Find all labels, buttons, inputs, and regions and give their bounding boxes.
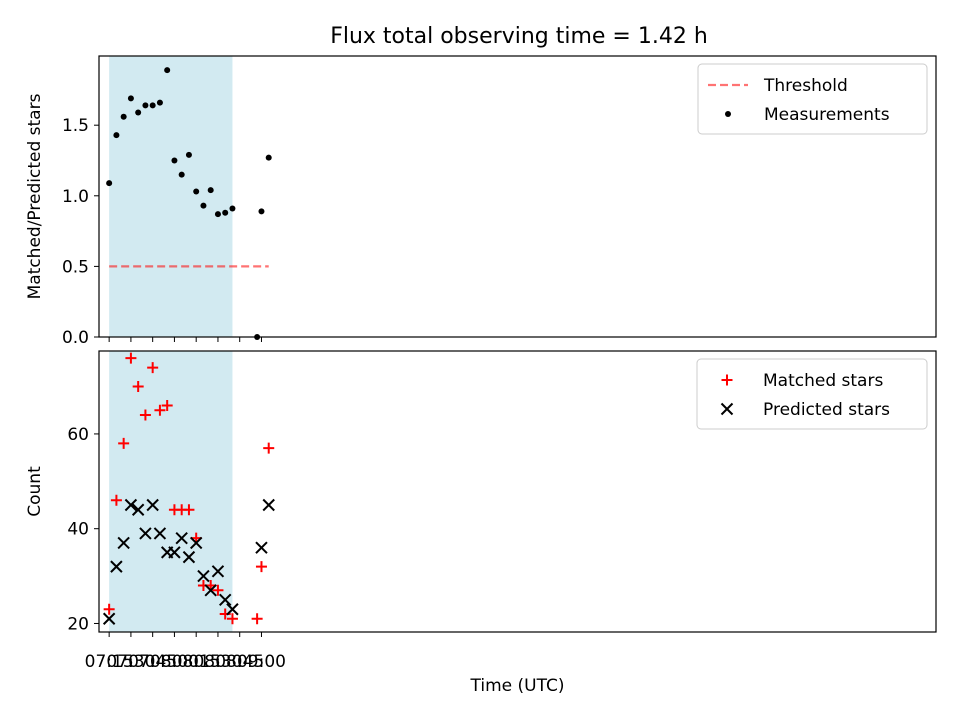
matched-star-point xyxy=(183,504,195,516)
predicted-star-point xyxy=(211,565,225,578)
predicted-star-point xyxy=(182,550,196,564)
legend-label: Matched stars xyxy=(763,371,883,391)
y-tick-label: 0.5 xyxy=(62,257,89,277)
legend-box xyxy=(696,358,928,430)
measurement-point xyxy=(142,102,149,109)
predicted-star-point xyxy=(124,498,138,512)
axes-frame xyxy=(98,55,937,338)
measurement-point xyxy=(265,154,272,161)
matched-star-point xyxy=(132,381,144,393)
matched-star-point xyxy=(103,603,115,615)
observing-span-shade xyxy=(109,56,233,337)
measurement-point xyxy=(171,157,178,164)
matched-star-point xyxy=(226,613,238,625)
measurement-point xyxy=(193,188,200,195)
measurement-point xyxy=(106,180,113,187)
measurement-point xyxy=(156,99,163,106)
matched-star-point xyxy=(161,399,173,411)
measurement-point xyxy=(258,208,265,215)
legend-box xyxy=(697,63,928,135)
y-tick-label: 20 xyxy=(67,614,89,634)
measurement-point xyxy=(135,109,142,116)
predicted-star-point xyxy=(102,612,116,625)
matched-star-point xyxy=(118,437,130,449)
y-axis-label: Matched/Predicted stars xyxy=(25,93,45,299)
top-panel: 0.0 0.5 1.0 1.5 Matched/Predicted stars Thres… xyxy=(25,55,937,348)
x-tick-label: 08:15 xyxy=(172,652,221,672)
measurement-point xyxy=(214,211,221,218)
measurement-point xyxy=(120,113,127,120)
x-tick-label: 07:45 xyxy=(128,652,177,672)
x-tick-label: 07:15 xyxy=(85,652,134,672)
matched-star-point xyxy=(212,584,224,596)
matched-star-point xyxy=(251,613,263,625)
y-tick-label: 40 xyxy=(67,520,89,540)
legend-label: Measurements xyxy=(764,105,890,125)
bottom-panel: 20 40 60 Count 07:1507:3007:4508:0008:1508:3… xyxy=(25,350,937,696)
legend-measurement-swatch xyxy=(725,111,731,117)
matched-star-point xyxy=(263,442,275,454)
y-tick-label: 1.5 xyxy=(62,116,89,136)
legend-label: Threshold xyxy=(763,76,848,96)
measurement-point xyxy=(229,205,236,212)
predicted-star-point xyxy=(255,541,268,554)
measurement-point xyxy=(113,132,120,139)
measurement-point xyxy=(207,187,214,194)
predicted-star-point xyxy=(226,603,239,616)
measurement-point xyxy=(127,95,134,102)
measurement-point xyxy=(222,209,229,216)
chart-title: Flux total observing time = 1.42 h xyxy=(330,24,708,49)
matched-star-point xyxy=(147,362,159,374)
matched-star-point xyxy=(255,561,267,573)
y-tick-label: 60 xyxy=(67,425,89,445)
measurement-point xyxy=(200,202,207,209)
measurement-point xyxy=(178,171,185,178)
x-tick-label: 09:00 xyxy=(237,652,286,672)
x-tick-label: 08:00 xyxy=(150,652,199,672)
y-tick-label: 1.0 xyxy=(62,187,89,207)
predicted-star-point xyxy=(262,498,275,512)
legend-predicted-swatch xyxy=(720,402,734,416)
predicted-star-point xyxy=(189,536,203,550)
matched-star-point xyxy=(110,494,122,506)
predicted-star-point xyxy=(204,584,217,597)
x-tick-label: 08:30 xyxy=(193,652,242,672)
legend-matched-swatch xyxy=(721,374,733,386)
y-axis-label: Count xyxy=(25,466,45,517)
x-tick-label: 08:45 xyxy=(215,652,264,672)
axes-frame xyxy=(98,350,937,633)
measurement-point xyxy=(149,102,156,109)
legend-label: Predicted stars xyxy=(763,400,890,420)
y-tick-label: 0.0 xyxy=(62,328,89,348)
measurement-point xyxy=(164,67,171,74)
predicted-star-point xyxy=(175,531,188,545)
matched-star-point xyxy=(139,409,151,421)
predicted-star-point xyxy=(218,593,232,606)
predicted-star-point xyxy=(110,560,123,573)
predicted-star-point xyxy=(117,536,130,550)
predicted-star-point xyxy=(146,498,159,512)
predicted-star-point xyxy=(168,546,181,559)
x-axis-label: Time (UTC) xyxy=(470,676,565,696)
matched-star-point xyxy=(154,404,166,416)
predicted-star-point xyxy=(131,503,145,516)
predicted-star-point xyxy=(153,527,167,540)
measurement-point xyxy=(185,151,192,158)
predicted-star-point xyxy=(197,569,210,583)
x-tick-label: 07:30 xyxy=(106,652,155,672)
matched-star-point xyxy=(125,352,137,364)
predicted-star-point xyxy=(139,527,152,540)
